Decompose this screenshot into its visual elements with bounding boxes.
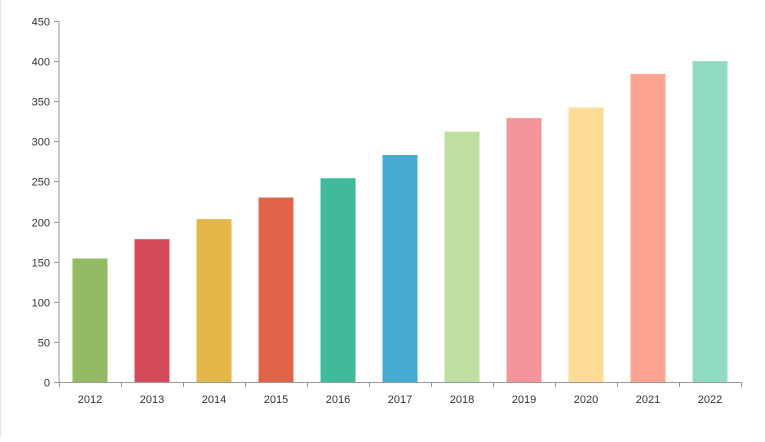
x-tick-label: 2012	[78, 394, 102, 406]
y-tick-label: 100	[32, 298, 50, 310]
left-edge-divider	[0, 0, 2, 437]
y-tick-label: 250	[32, 177, 50, 189]
bar-2017	[382, 155, 418, 382]
x-tick-label: 2020	[574, 394, 598, 406]
bar-2016	[320, 178, 356, 382]
y-tick-label: 450	[32, 17, 50, 29]
x-tick-label: 2016	[326, 394, 350, 406]
bars-group	[72, 61, 728, 383]
y-tick-label: 0	[44, 378, 50, 390]
bar-2020	[568, 107, 604, 382]
bar-2018	[444, 131, 480, 382]
y-axis-ticks: 0 50 100 150 200 250 300 350 400 450	[32, 17, 59, 390]
x-tick-label: 2014	[202, 394, 226, 406]
x-tick-label: 2015	[264, 394, 288, 406]
y-tick-label: 50	[38, 338, 50, 350]
bar-2015	[258, 197, 294, 382]
y-tick-label: 300	[32, 137, 50, 149]
y-tick-label: 200	[32, 218, 50, 230]
x-tick-label: 2017	[388, 394, 412, 406]
x-axis-ticks: 2012 2013 2014 2015 2016 2017 2018 2019 2020 2021…	[59, 382, 742, 406]
x-tick-label: 2013	[140, 394, 164, 406]
x-tick-label: 2019	[512, 394, 536, 406]
bar-2013	[134, 239, 170, 382]
y-tick-label: 150	[32, 258, 50, 270]
bar-2021	[630, 73, 666, 383]
bar-2022	[692, 61, 728, 382]
y-tick-label: 350	[32, 97, 50, 109]
x-tick-label: 2021	[636, 394, 660, 406]
x-tick-label: 2018	[450, 394, 474, 406]
bar-2014	[196, 219, 232, 382]
y-tick-label: 400	[32, 57, 50, 69]
bar-2019	[506, 118, 542, 382]
bar-2012	[72, 258, 108, 382]
x-tick-label: 2022	[698, 394, 722, 406]
